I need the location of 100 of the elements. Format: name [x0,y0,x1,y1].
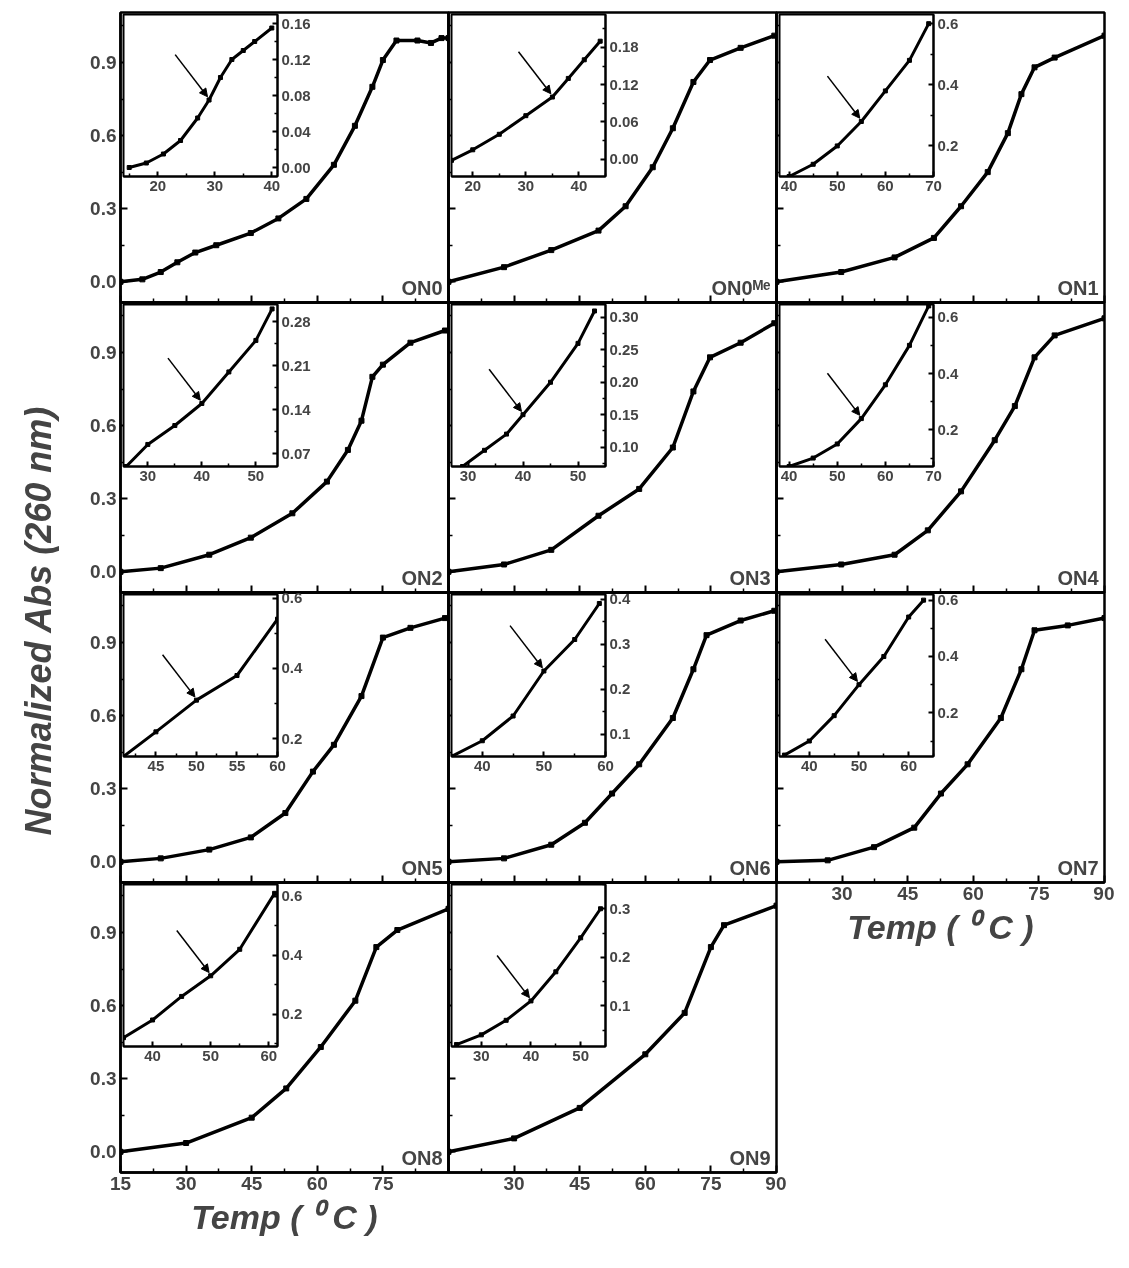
text: ON8 [401,1146,443,1169]
y-axis-title: Normalized Abs (260 nm) [18,406,59,836]
point [553,969,559,975]
point [330,741,337,748]
point [930,234,937,241]
y-tick-label: 0.08 [281,86,311,104]
text: ON1 [1057,276,1099,299]
text: ON6 [729,856,771,879]
y-tick-label: 0.14 [281,400,312,418]
point [834,143,840,149]
point [139,276,146,283]
point [997,715,1004,721]
x-tick-label: 50 [569,466,587,484]
x-tick-label: 90 [1093,882,1115,904]
point [229,57,235,62]
point [856,682,862,688]
point [192,249,199,256]
point [153,729,159,735]
x-axis-title: Temp ( ⁰ C ) [191,1197,378,1236]
x-tick-label: 75 [1028,882,1050,904]
point [881,653,887,659]
point [1031,627,1038,634]
y-tick-label: 0.4 [937,364,960,382]
point [690,666,697,673]
point [858,118,864,124]
y-tick-label: 0.4 [281,659,304,677]
point [541,668,547,674]
point [596,601,602,606]
point [937,790,944,797]
point [858,416,864,422]
x-tick-label: 30 [206,176,224,194]
point [669,444,676,451]
point [511,1135,518,1142]
point [358,693,365,700]
y-tick-label: 0.06 [609,112,639,130]
point [806,738,812,744]
point [213,242,220,249]
y-tick-label: 0.3 [90,198,117,220]
point [237,946,243,952]
point [351,122,358,129]
y-tick-label: 0.6 [90,125,117,147]
point [581,819,588,826]
point [595,227,602,234]
point [1018,91,1025,98]
point [503,1017,509,1023]
y-tick-label: 0.12 [281,50,311,68]
point [174,259,181,266]
y-tick-label: 0.9 [90,51,117,73]
point [642,1051,649,1058]
text: ON7 [1057,856,1099,879]
point [442,327,448,334]
point [834,441,840,447]
x-tick-label: 75 [372,1172,394,1194]
point [622,203,629,210]
y-tick-label: 0.0 [90,1141,117,1163]
point [179,993,185,999]
point [234,673,240,678]
point [272,890,278,896]
point [581,57,587,63]
x-tick-label: 50 [535,756,553,774]
point [379,57,386,64]
point [707,944,714,951]
x-tick-label: 50 [828,176,846,194]
point [921,597,927,603]
x-tick-label: 30 [459,466,477,484]
text: ON0ᴹᵉ [711,276,771,299]
text: ON0 [401,276,443,299]
point [548,546,555,553]
point [206,551,213,558]
x-tick-label: 60 [597,756,614,774]
x-tick-label: 50 [247,466,265,484]
y-tick-label: 0.15 [609,405,639,423]
point [496,131,502,137]
text: ON5 [401,856,443,879]
point [565,75,571,81]
x-tick-label: 70 [925,466,942,484]
point [707,354,714,361]
point [1004,130,1011,137]
point [924,527,931,534]
x-tick-label: 40 [263,176,281,194]
y-tick-label: 0.0 [90,561,117,583]
point [379,361,386,368]
y-tick-label: 0.12 [609,75,639,93]
y-tick-label: 0.28 [281,312,311,330]
point [373,944,380,951]
point [523,113,529,119]
y-tick-label: 0.6 [937,591,959,609]
point [891,254,898,261]
point [669,125,676,132]
point [323,478,330,485]
point [143,160,149,166]
point [428,39,435,46]
y-tick-label: 0.04 [281,122,312,140]
point [572,637,578,642]
point [217,75,223,80]
point [781,752,787,757]
y-tick-label: 0.6 [90,415,117,437]
x-tick-label: 50 [202,1046,220,1064]
x-tick-label: 60 [877,466,894,484]
y-tick-label: 0.6 [281,887,303,905]
